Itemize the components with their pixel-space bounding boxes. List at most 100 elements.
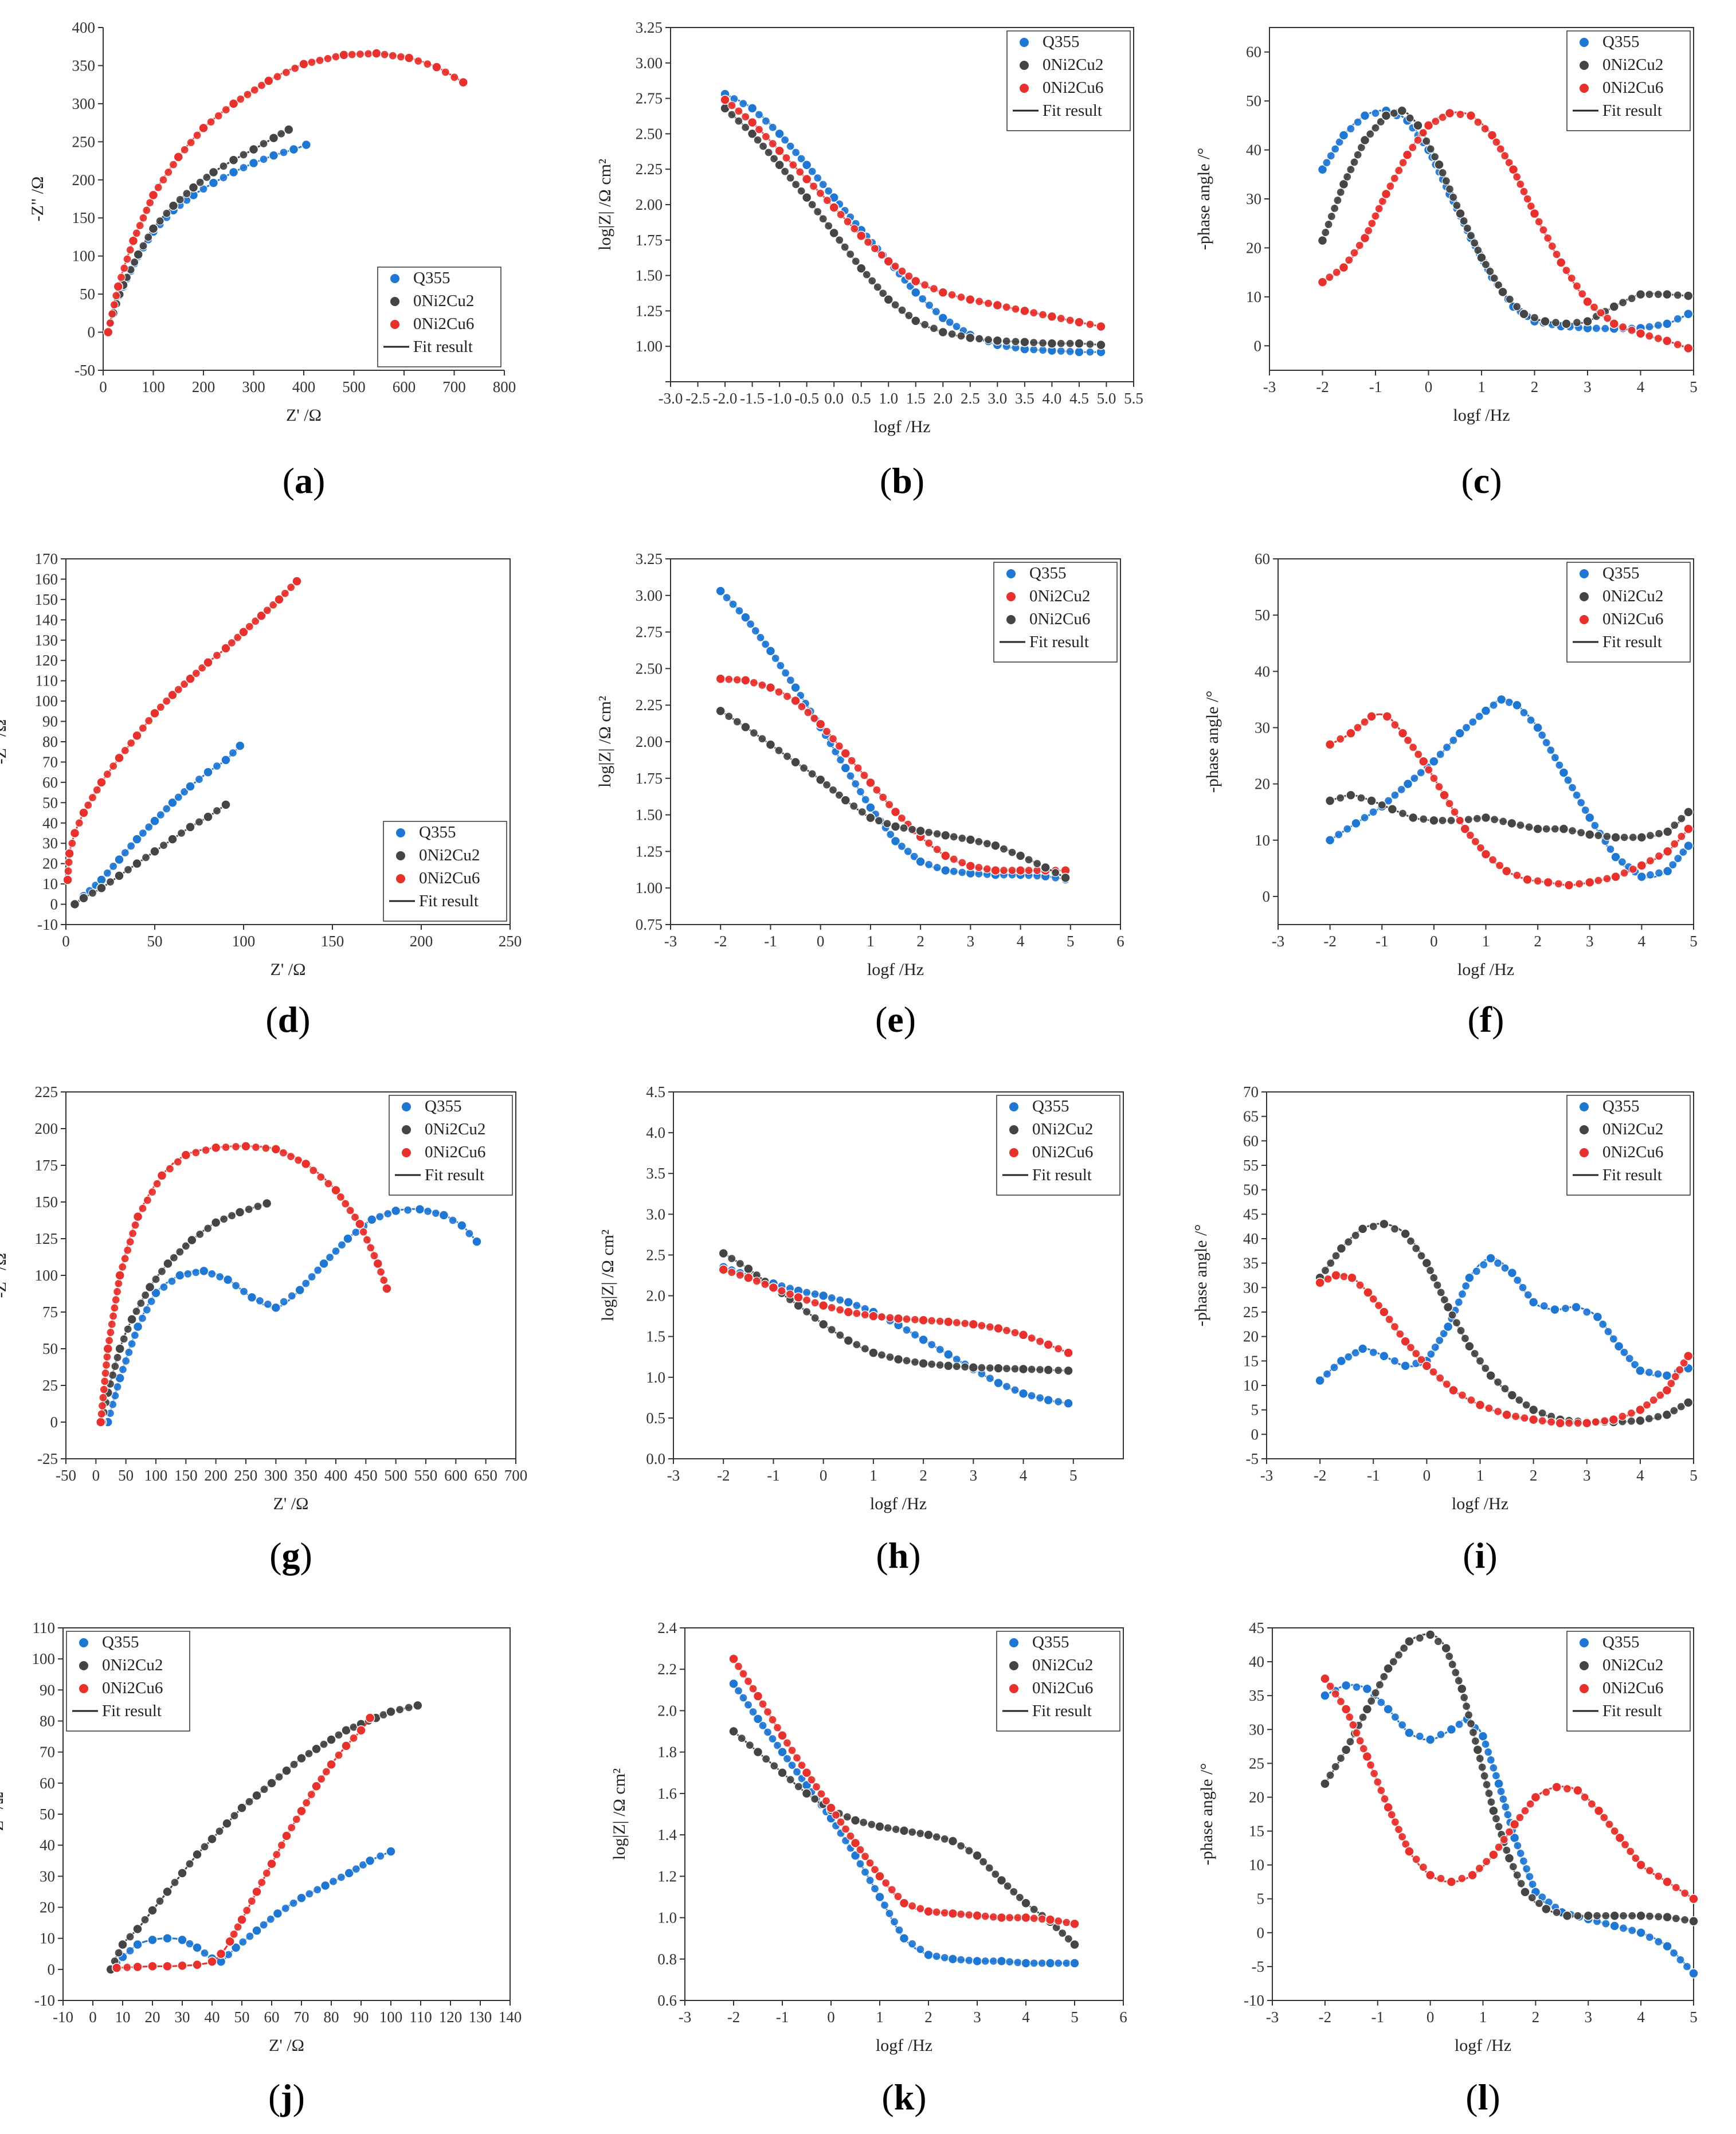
data-point [130, 1330, 139, 1340]
data-point [1620, 1348, 1629, 1357]
data-point [1364, 226, 1373, 236]
data-point [246, 1292, 257, 1303]
data-point [341, 1199, 350, 1208]
x-tick-label: 4 [1636, 1467, 1644, 1484]
data-point [472, 1236, 482, 1247]
data-point [272, 1850, 281, 1859]
data-point [911, 315, 921, 326]
data-point [908, 1901, 917, 1910]
legend-label: 0Ni2Cu6 [419, 869, 480, 887]
data-point [350, 1213, 360, 1222]
data-point [281, 1831, 292, 1841]
data-point [1455, 816, 1464, 825]
data-point [1346, 1737, 1355, 1747]
x-tick-label: 120 [439, 2008, 463, 2026]
data-point [118, 1262, 127, 1271]
data-point [989, 1912, 998, 1921]
data-point [288, 144, 299, 155]
data-point [734, 1662, 743, 1671]
data-point [115, 1270, 125, 1281]
legend-label: Q355 [1032, 1633, 1069, 1651]
data-point [834, 742, 844, 751]
data-point [734, 116, 743, 126]
series-markers-0Ni2Cu6 [103, 48, 468, 338]
series-markers-0Ni2Cu6 [1315, 1270, 1694, 1428]
data-point [1484, 1404, 1494, 1413]
data-point [747, 128, 758, 139]
data-point [175, 1247, 185, 1256]
x-tick-label: -1 [1371, 2008, 1385, 2026]
data-point [1315, 1375, 1325, 1386]
y-tick-label: 0 [1257, 1924, 1265, 1941]
panel-caption-k: (k) [881, 2077, 926, 2117]
y-tick-label: 60 [1243, 1132, 1259, 1149]
data-point [191, 1268, 201, 1277]
x-tick-label: 0.0 [824, 390, 844, 407]
x-tick-label: 130 [469, 2008, 492, 2026]
data-point [1332, 268, 1341, 277]
data-point [233, 1922, 242, 1932]
data-point [968, 1319, 979, 1330]
y-tick-label: -10 [1244, 1992, 1264, 2009]
x-tick-label: 110 [409, 2008, 432, 2026]
data-point [457, 1220, 467, 1231]
x-tick-label: 150 [174, 1467, 198, 1484]
data-point [982, 864, 992, 874]
x-tick-label: 140 [499, 2008, 522, 2026]
data-point [915, 856, 926, 867]
data-point [114, 753, 124, 763]
data-point [918, 1334, 928, 1345]
panel-caption-e: (e) [875, 999, 916, 1040]
data-point [1447, 816, 1456, 825]
data-point [245, 1932, 254, 1941]
data-point [194, 774, 204, 784]
data-point [132, 730, 142, 741]
series-markers-0Ni2Cu6 [95, 1141, 392, 1427]
data-point [763, 1708, 773, 1717]
data-point [118, 1365, 128, 1374]
data-point [923, 1949, 934, 1960]
data-point [222, 1274, 233, 1285]
data-point [127, 1339, 136, 1349]
data-point [1374, 204, 1384, 213]
data-point [808, 200, 817, 209]
x-axis-title: logf /Hz [1452, 1494, 1508, 1513]
data-point [1628, 864, 1637, 874]
data-point [239, 150, 248, 159]
data-point [138, 723, 147, 733]
data-point [1357, 793, 1366, 802]
data-point [1320, 1779, 1330, 1789]
y-axis-title: -Z" /Ω [0, 1792, 7, 1837]
data-point [1326, 1682, 1335, 1691]
x-axis-title: logf /Hz [876, 2036, 932, 2055]
data-point [235, 741, 245, 751]
data-point [174, 793, 183, 802]
data-point [1508, 1862, 1518, 1871]
data-point [822, 195, 832, 205]
y-tick-label: 200 [35, 1120, 58, 1137]
y-tick-label: 200 [72, 171, 96, 189]
data-point [877, 250, 886, 260]
data-point [749, 1684, 758, 1693]
data-point [765, 682, 776, 693]
data-point [75, 819, 84, 828]
data-point [831, 1810, 841, 1820]
data-point [870, 1884, 880, 1893]
y-tick-label: 1.00 [636, 338, 663, 355]
data-point [132, 1961, 143, 1972]
y-tick-label: 0 [88, 324, 96, 341]
data-point [1433, 1637, 1443, 1646]
data-point [1669, 1948, 1679, 1957]
data-point [911, 276, 921, 287]
data-point [138, 828, 147, 838]
data-point [739, 1693, 748, 1702]
x-tick-label: -2.5 [685, 390, 710, 407]
data-point [1505, 295, 1514, 304]
data-point [96, 777, 107, 788]
data-point [843, 217, 852, 226]
data-point [1369, 1222, 1378, 1231]
data-point [1688, 1916, 1699, 1927]
data-point [167, 797, 178, 808]
chart-panel-k: -3 -2 -1 0 1 2 3 4 5 60.60.81.01.21.41.61.82.02.2… [610, 1619, 1127, 2117]
